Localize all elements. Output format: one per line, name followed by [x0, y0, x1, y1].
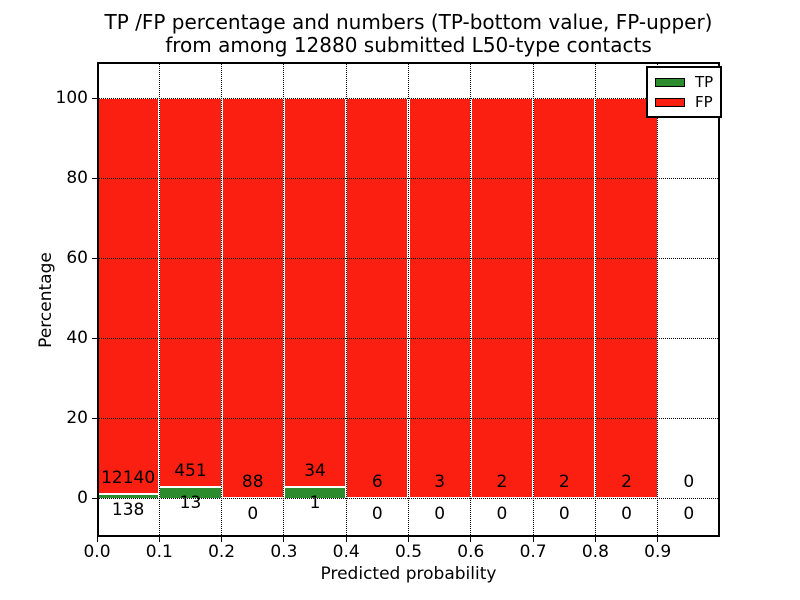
x-tick-0.6 [470, 537, 472, 542]
fp-count-label-7: 2 [558, 472, 570, 492]
gridline-v-0.6 [470, 62, 472, 537]
y-tick-80 [92, 177, 97, 179]
x-tick-label-0.8: 0.8 [581, 542, 609, 562]
bar-tp-1 [159, 486, 222, 498]
bar-fp-5 [408, 98, 471, 498]
legend-label-tp: TP [695, 73, 714, 91]
y-tick-label-40: 40 [66, 328, 88, 348]
bar-fp-3 [283, 98, 347, 487]
gridline-v-0.4 [345, 62, 347, 537]
legend-item-fp: FP [655, 92, 713, 112]
y-tick-label-80: 80 [66, 168, 88, 188]
fp-count-label-1: 451 [174, 460, 207, 481]
y-tick-20 [92, 417, 97, 419]
x-tick-0.4 [345, 537, 347, 542]
gridline-h-0 [97, 497, 720, 499]
x-tick-0.0 [96, 537, 98, 542]
x-axis-label: Predicted probability [320, 564, 497, 584]
fp-count-label-0: 12140 [101, 467, 156, 488]
tp-count-label-3: 1 [309, 492, 321, 513]
x-tick-label-0.4: 0.4 [332, 542, 360, 562]
x-tick-label-0.7: 0.7 [519, 542, 547, 562]
y-tick-100 [92, 97, 97, 99]
legend-item-tp: TP [655, 72, 713, 92]
bar-fp-1 [159, 98, 222, 487]
tp-count-label-2: 0 [247, 504, 259, 524]
bar-tp-3 [283, 486, 347, 498]
bar-fp-6 [470, 98, 534, 498]
x-tick-label-0.2: 0.2 [208, 542, 236, 562]
chart-title-line2: from among 12880 submitted L50-type cont… [165, 33, 652, 57]
gridline-h-40 [97, 337, 720, 339]
x-tick-0.8 [594, 537, 596, 542]
bar-fp-2 [221, 98, 284, 498]
y-tick-40 [92, 337, 97, 339]
legend-swatch-fp [655, 97, 685, 107]
tp-count-label-5: 0 [434, 504, 446, 524]
plot-area: 12140 138 451 13 88 0 34 1 6 0 3 0 2 0 2 0 2 0 0 0 [97, 62, 720, 537]
tp-count-label-9: 0 [683, 504, 695, 524]
fp-count-label-8: 2 [621, 472, 632, 492]
fp-count-label-2: 88 [241, 472, 264, 492]
gridline-v-0.8 [594, 62, 596, 537]
tp-count-label-0: 138 [111, 499, 145, 520]
bar-fp-8 [595, 98, 658, 498]
fp-count-label-9: 0 [683, 472, 695, 492]
y-tick-0 [92, 497, 97, 499]
gridline-h-80 [97, 177, 720, 179]
gridline-h-20 [97, 417, 720, 419]
chart-title-line1: TP /FP percentage and numbers (TP-bottom… [104, 10, 713, 34]
x-tick-0.3 [283, 537, 285, 542]
x-tick-label-0.6: 0.6 [457, 542, 485, 562]
fp-count-label-4: 6 [371, 472, 383, 492]
gridline-h-100 [97, 97, 720, 99]
x-tick-0.1 [158, 537, 160, 542]
gridline-v-0.2 [221, 62, 223, 537]
tp-count-label-6: 0 [496, 504, 508, 524]
tp-count-label-8: 0 [621, 504, 632, 524]
y-tick-label-20: 20 [66, 408, 88, 428]
x-tick-label-0.9: 0.9 [644, 542, 672, 562]
legend: TP FP [646, 66, 723, 118]
y-tick-label-60: 60 [66, 248, 88, 268]
x-tick-label-0.3: 0.3 [270, 542, 298, 562]
x-tick-0.7 [532, 537, 534, 542]
fp-count-label-6: 2 [496, 472, 508, 492]
gridline-v-0.1 [158, 62, 160, 537]
x-tick-0.2 [221, 537, 223, 542]
legend-swatch-tp [655, 77, 685, 87]
chart-title: TP /FP percentage and numbers (TP-bottom… [97, 11, 720, 57]
legend-label-fp: FP [695, 93, 713, 111]
tp-count-label-1: 13 [179, 492, 202, 513]
y-tick-60 [92, 257, 97, 259]
fp-count-label-3: 34 [304, 460, 326, 481]
gridline-h-60 [97, 257, 720, 259]
tp-count-label-4: 0 [371, 504, 383, 524]
x-tick-label-0.5: 0.5 [394, 542, 423, 562]
x-tick-label-0.1: 0.1 [145, 542, 173, 562]
gridline-v-0.9 [657, 62, 659, 537]
x-tick-0.5 [408, 537, 409, 542]
gridline-v-0.5 [408, 62, 409, 537]
bar-fp-7 [533, 98, 596, 498]
gridline-v-0.7 [532, 62, 534, 537]
gridline-v-0.3 [283, 62, 285, 537]
tp-count-label-7: 0 [558, 504, 570, 524]
bar-fp-4 [346, 98, 409, 498]
x-tick-label-0.0: 0.0 [83, 542, 111, 562]
fp-count-label-5: 3 [434, 472, 446, 492]
x-tick-0.9 [657, 537, 659, 542]
y-tick-label-0: 0 [77, 488, 88, 508]
plot-border [97, 62, 720, 537]
y-tick-label-100: 100 [55, 88, 88, 108]
